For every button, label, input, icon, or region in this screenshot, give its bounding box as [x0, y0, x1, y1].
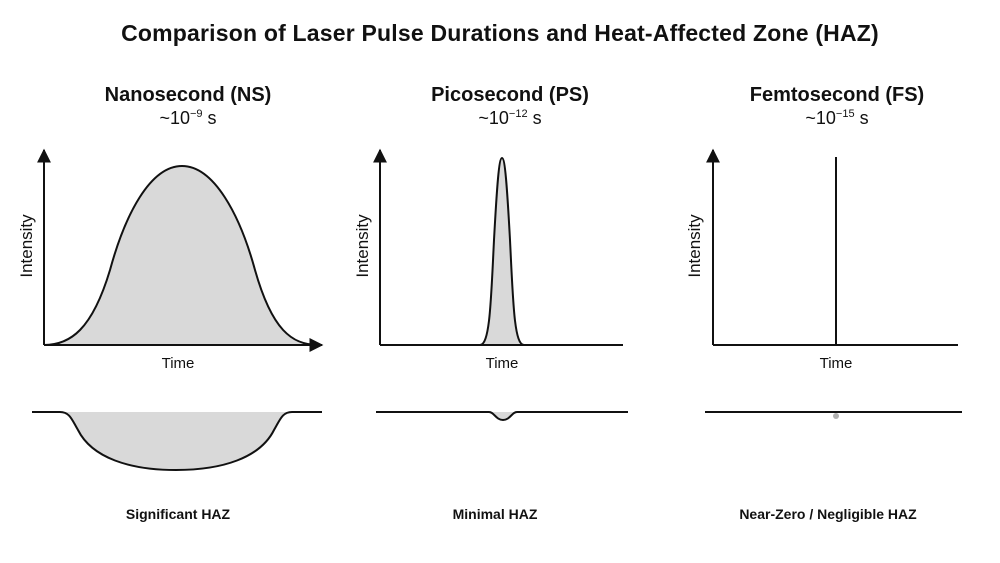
duration-base: ~10	[478, 108, 509, 128]
panel-duration-fs: ~10−15 s	[707, 108, 967, 129]
fs-y-axis-label: Intensity	[685, 214, 704, 278]
panel-duration-ps: ~10−12 s	[380, 108, 640, 129]
duration-exponent: −15	[835, 108, 855, 120]
ps-pulse-curve	[380, 156, 623, 346]
duration-base: ~10	[805, 108, 836, 128]
duration-unit: s	[207, 108, 217, 128]
duration-unit: s	[532, 108, 542, 128]
duration-exponent: −12	[508, 108, 528, 120]
panel-duration-ns: ~10−9 s	[58, 108, 318, 129]
panel-ns: Intensity Time	[17, 148, 324, 472]
ns-haz-zone	[32, 411, 322, 472]
diagram-title: Comparison of Laser Pulse Durations and …	[121, 20, 879, 46]
duration-unit: s	[859, 108, 869, 128]
fs-x-axis-label: Time	[820, 355, 853, 372]
panel-title-fs: Femtosecond (FS)	[749, 84, 925, 106]
ps-x-axis-label: Time	[486, 355, 519, 372]
ps-y-axis-label: Intensity	[353, 214, 372, 278]
ns-x-axis-label: Time	[162, 355, 195, 372]
haz-label-ns: Significant HAZ	[125, 506, 231, 522]
panel-title-ns: Nanosecond (NS)	[104, 84, 272, 106]
panel-ps: Intensity Time	[353, 148, 628, 422]
panel-title-ps: Picosecond (PS)	[431, 84, 589, 106]
fs-haz-dot	[833, 413, 839, 419]
panel-fs: Intensity Time	[685, 148, 962, 419]
ps-haz-zone	[376, 411, 628, 422]
duration-base: ~10	[159, 108, 190, 128]
duration-exponent: −9	[189, 108, 203, 120]
haz-label-ps: Minimal HAZ	[452, 506, 538, 522]
haz-label-fs: Near-Zero / Negligible HAZ	[739, 506, 917, 522]
ns-y-axis-label: Intensity	[17, 214, 36, 278]
ns-pulse-curve	[43, 164, 319, 346]
